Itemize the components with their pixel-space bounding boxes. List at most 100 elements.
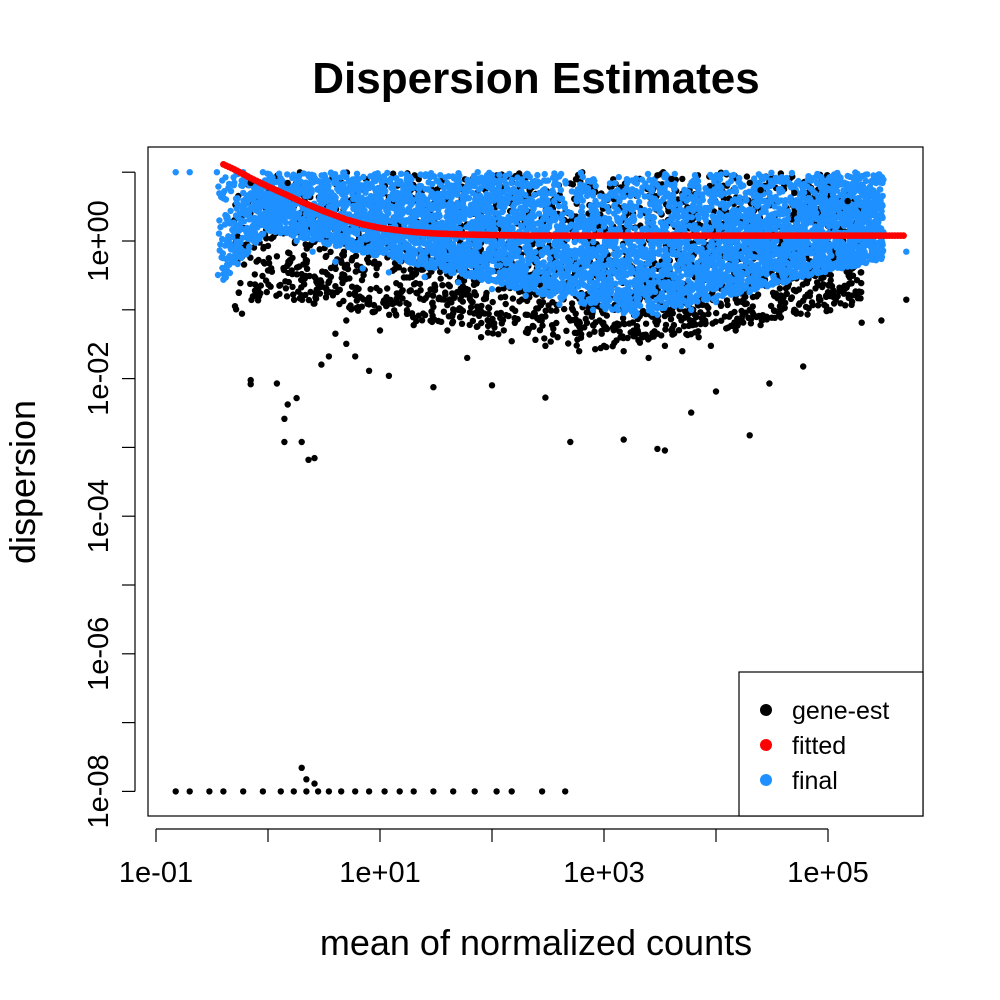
gene-est-cloud-point	[837, 300, 844, 307]
gene-est-cloud-point	[509, 295, 517, 302]
gene-est-cloud-point	[442, 291, 449, 298]
gene-est-cloud-point	[391, 265, 399, 273]
gene-est-cloud-point	[573, 329, 580, 337]
gene-est-cloud-point	[348, 257, 355, 264]
final-cloud-point	[499, 202, 507, 209]
gene-est-cloud-point	[341, 264, 349, 271]
gene-est-cloud-point	[782, 285, 790, 292]
gene-est-cloud-point	[712, 318, 719, 325]
gene-est-cloud-point	[376, 287, 383, 294]
gene-est-cloud-point	[732, 296, 739, 303]
final-cloud-point	[614, 306, 622, 314]
gene-est-cloud-point	[249, 293, 257, 300]
gene-est-cloud-point	[289, 270, 296, 278]
gene-est-cloud-point	[568, 305, 576, 312]
gene-est-cloud-point	[619, 315, 627, 322]
final-cloud-point	[486, 225, 493, 232]
gene-est-cloud-point	[743, 173, 751, 180]
gene-est-cloud-point	[771, 314, 778, 321]
gene-est-cloud-point	[313, 286, 320, 293]
gene-est-cloud-point	[276, 290, 283, 297]
gene-est-cloud-point	[480, 295, 488, 303]
gene-est-cloud-point	[399, 295, 406, 302]
gene-est-cloud-point	[542, 307, 549, 314]
gene-est-cloud-point	[313, 278, 320, 285]
gene-est-cloud-point	[489, 298, 496, 306]
gene-est-cloud-point	[276, 282, 283, 289]
gene-est-cloud-point	[565, 340, 572, 347]
final-cloud-point	[775, 218, 783, 225]
gene-est-cloud-point	[446, 283, 453, 290]
gene-est-cloud-point	[316, 246, 323, 253]
gene-est-cloud-point	[268, 235, 275, 242]
gene-est-cloud-point	[251, 281, 259, 288]
final-cloud-point	[493, 278, 500, 285]
final-cloud-point	[538, 240, 545, 247]
gene-est-cloud-point	[809, 301, 816, 309]
gene-est-cloud-point	[774, 295, 781, 302]
gene-est-cloud-point	[699, 301, 706, 309]
gene-est-cloud-point	[289, 283, 296, 291]
gene-est-cloud-point	[495, 331, 502, 338]
gene-est-cloud-point	[553, 307, 560, 314]
gene-est-cloud-point	[234, 233, 241, 240]
gene-est-cloud-point	[498, 320, 505, 327]
gene-est-cloud-point	[549, 331, 557, 338]
gene-est-cloud-point	[471, 289, 478, 296]
gene-est-cloud-point	[680, 323, 688, 330]
gene-est-cloud-point	[301, 275, 308, 282]
gene-est-cloud-point	[484, 322, 492, 330]
gene-est-cloud-point	[438, 296, 445, 303]
gene-est-cloud-point	[592, 346, 599, 353]
gene-est-cloud-point	[339, 279, 346, 287]
gene-est-cloud-point	[336, 286, 343, 293]
gene-est-cloud-point	[417, 295, 424, 302]
gene-est-cloud-point	[621, 320, 628, 328]
gene-est-cloud-point	[743, 300, 750, 307]
gene-est-cloud-point	[235, 289, 242, 296]
gene-est-cloud-point	[740, 319, 747, 326]
gene-est-cloud-point	[410, 281, 418, 288]
gene-est-cloud-point	[470, 281, 478, 288]
gene-est-cloud-point	[311, 300, 318, 307]
gene-est-cloud-point	[769, 289, 777, 296]
gene-est-cloud-point	[416, 280, 424, 288]
gene-est-cloud-point	[804, 291, 811, 298]
final-cloud-point	[644, 170, 652, 178]
final-cloud-point	[545, 269, 552, 276]
gene-est-cloud-point	[539, 322, 546, 329]
final-cloud-point	[498, 280, 506, 288]
gene-est-cloud-point	[232, 306, 240, 313]
gene-est-cloud-point	[814, 302, 822, 309]
gene-est-cloud-point	[251, 271, 258, 278]
gene-est-cloud-point	[749, 293, 757, 301]
gene-est-cloud-point	[427, 317, 434, 324]
gene-est-cloud-point	[412, 270, 420, 277]
gene-est-cloud-point	[421, 311, 429, 319]
final-cloud-point	[216, 217, 223, 224]
gene-est-cloud-point	[293, 264, 301, 271]
gene-est-cloud-point	[238, 310, 246, 317]
gene-est-cloud-point	[437, 275, 444, 282]
gene-est-cloud-point	[713, 309, 720, 317]
gene-est-cloud-point	[431, 281, 438, 288]
gene-est-cloud-point	[485, 305, 493, 312]
gene-est-cloud-point	[338, 274, 345, 282]
gene-est-cloud-point	[825, 281, 832, 289]
gene-est-cloud-point	[502, 300, 509, 308]
gene-est-cloud-point	[360, 271, 367, 279]
gene-est-cloud-point	[436, 268, 444, 276]
gene-est-cloud-point	[406, 274, 413, 281]
gene-est-cloud-point	[467, 304, 475, 311]
gene-est-cloud-point	[373, 271, 380, 279]
gene-est-cloud-point	[568, 300, 576, 307]
gene-est-cloud-point	[457, 285, 464, 292]
gene-est-cloud-point	[620, 334, 627, 342]
gene-est-cloud-point	[683, 330, 690, 338]
gene-est-cloud-point	[547, 338, 554, 345]
gene-est-cloud-point	[489, 315, 496, 323]
gene-est-cloud-point	[396, 282, 404, 289]
gene-est-cloud-point	[469, 298, 476, 306]
gene-est-cloud-point	[322, 294, 330, 301]
gene-est-cloud-point	[538, 317, 545, 324]
